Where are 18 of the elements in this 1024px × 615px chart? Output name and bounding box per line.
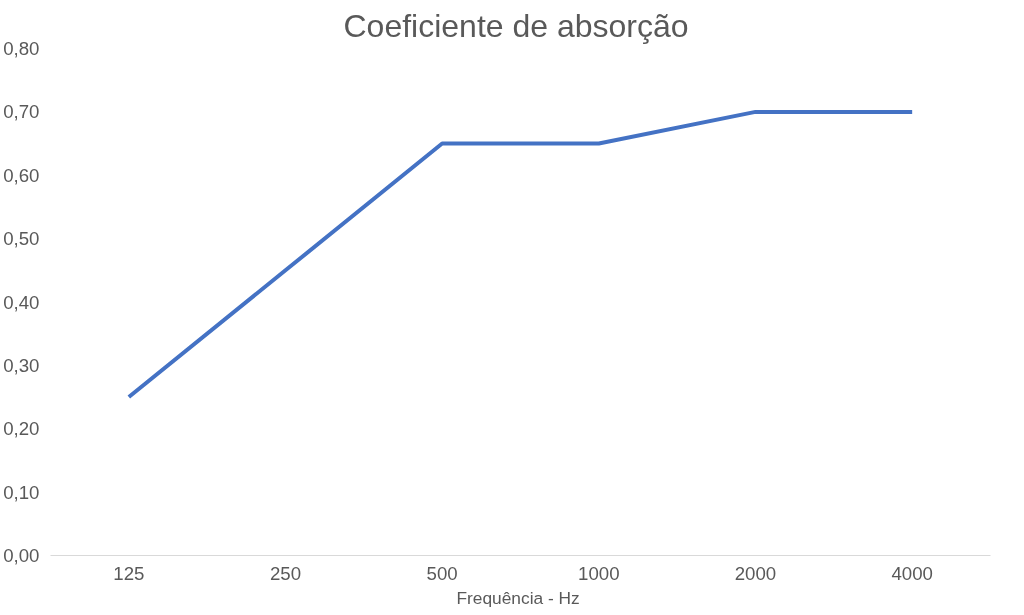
x-tick-label: 2000: [734, 562, 777, 584]
y-tick-label: 0,70: [3, 101, 40, 123]
y-tick-label: 0,50: [3, 228, 40, 250]
x-tick-label: 125: [113, 562, 145, 584]
y-tick-label: 0,40: [3, 291, 40, 313]
y-tick-label: 0,20: [3, 418, 40, 440]
x-tick-label: 250: [269, 562, 302, 584]
chart-title: Coeficiente de absorção: [343, 7, 689, 44]
x-axis-title: Frequência - Hz: [456, 587, 580, 608]
y-tick-label: 0,30: [3, 354, 40, 376]
x-tick-label: 500: [426, 562, 458, 584]
x-tick-label: 1000: [578, 562, 620, 584]
y-tick-label: 0,10: [3, 481, 40, 503]
y-tick-label: 0,00: [3, 545, 40, 566]
x-tick-label: 4000: [891, 562, 933, 584]
y-tick-label: 0,60: [3, 164, 40, 186]
y-tick-label: 0,80: [3, 38, 40, 59]
line-series: [126, 109, 915, 400]
